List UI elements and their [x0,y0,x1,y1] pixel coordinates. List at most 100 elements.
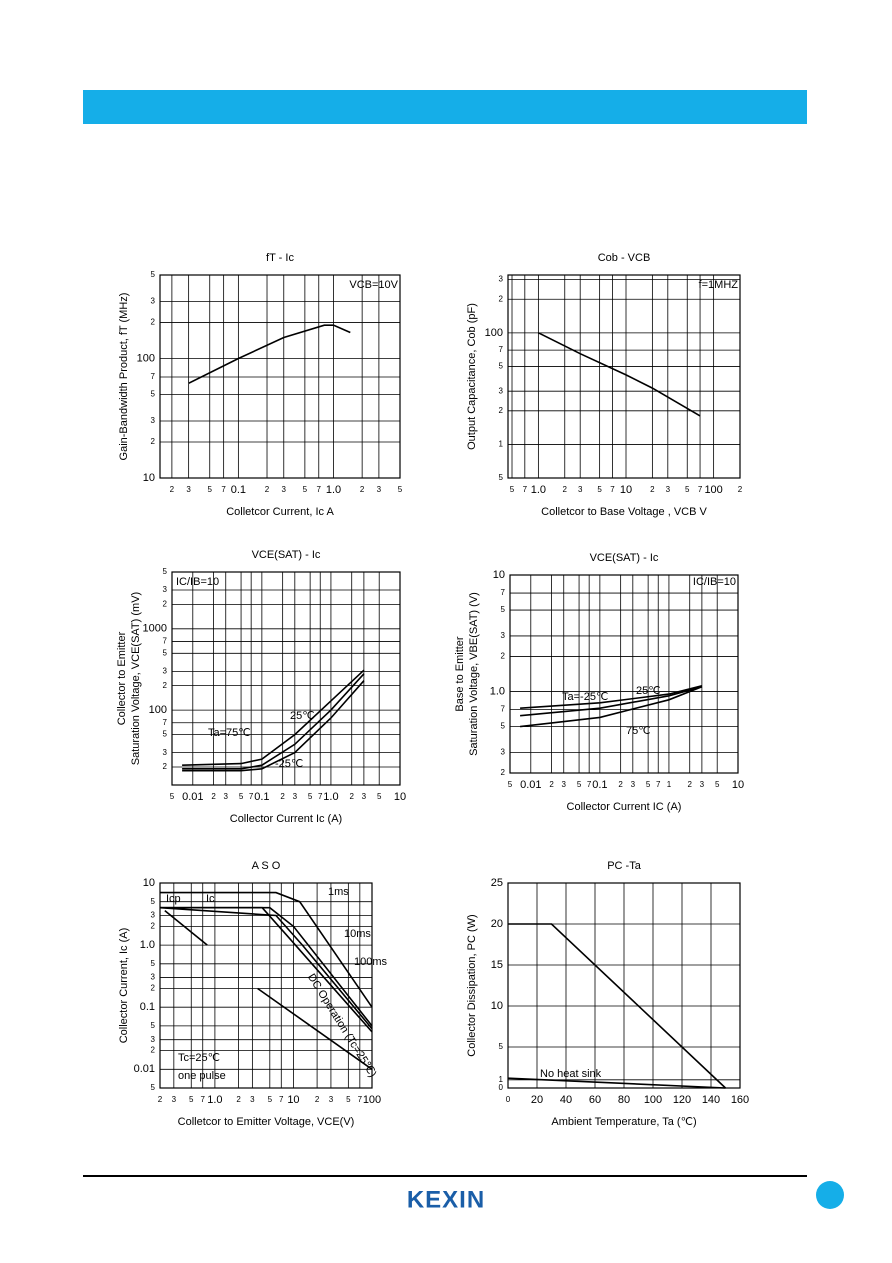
curve [188,324,351,385]
x-tick-label: 5 [377,792,382,801]
x-tick-label: 2 [315,1095,320,1104]
curve [160,906,373,1033]
y-tick-label: 2 [499,406,504,415]
x-tick-label: 3 [362,792,367,801]
x-axis-label: Colletcor to Emitter Voltage, VCE(V) [178,1116,355,1128]
x-tick-label: 7 [279,1095,284,1104]
plot-frame [509,574,739,774]
x-tick-label: 140 [702,1094,720,1106]
curve [160,906,373,1027]
x-tick-label: 5 [685,485,690,494]
y-tick-label: 2 [151,922,156,931]
y-axis-label: Saturation Voltage, VCE(SAT) (mV) [130,592,142,765]
y-tick-label: 0 [499,1083,504,1092]
y-tick-label: 2 [499,294,504,303]
y-tick-label: 1.0 [140,939,155,951]
x-tick-label: 5 [303,485,308,494]
x-tick-label: 2 [236,1095,241,1104]
y-tick-label: 3 [499,275,504,284]
plot-frame [171,571,401,786]
x-tick-label: 7 [249,792,254,801]
x-tick-label: 3 [186,485,191,494]
plot-frame [159,882,373,1089]
series-label: 1ms [328,886,349,898]
series-label: 100ms [354,956,388,968]
chart-title: PC -Ta [607,860,642,872]
curve [507,1077,726,1089]
x-tick-label: 7 [358,1095,363,1104]
x-tick-label: 5 [170,792,175,801]
x-tick-label: 7 [698,485,703,494]
chart-title: VCE(SAT) - Ic [590,552,659,564]
x-tick-label: 100 [363,1094,381,1106]
y-tick-label: 3 [151,297,156,306]
x-tick-label: 60 [589,1094,601,1106]
annotation: VCB=10V [349,279,398,291]
y-tick-label: 5 [151,270,156,279]
y-axis-label: Collector Dissipation, PC (W) [466,914,478,1056]
x-tick-label: 3 [250,1095,255,1104]
logo: KEXIN [407,1186,485,1213]
x-tick-label: 0.1 [254,791,269,803]
x-tick-label: 2 [618,780,623,789]
y-tick-label: 5 [151,1021,156,1030]
annotation: IC/IB=10 [176,576,219,588]
y-tick-label: 5 [501,605,506,614]
y-tick-label: 2 [151,1046,156,1055]
y-tick-label: 1000 [143,623,167,635]
y-tick-label: 3 [501,748,506,757]
y-tick-label: 10 [143,877,155,889]
page-badge [816,1181,844,1209]
x-tick-label: 5 [508,780,513,789]
chart-title: VCE(SAT) - Ic [252,549,321,561]
y-tick-label: 3 [501,631,506,640]
x-tick-label: 3 [700,780,705,789]
series-label: No heat sink [540,1068,602,1080]
annotation: Ic [206,893,215,905]
series-label: 25℃ [290,710,315,722]
y-tick-label: 7 [163,637,168,646]
x-axis-label: Collector Current Ic (A) [230,813,342,825]
annotation: f=1MHZ [699,279,739,291]
header-bar [83,90,807,124]
series-label: 75℃ [626,725,651,737]
annotation: one pulse [178,1070,226,1082]
x-tick-label: 20 [531,1094,543,1106]
y-tick-label: 5 [501,722,506,731]
x-axis-label: Colletcor Current, Ic A [226,506,334,518]
x-tick-label: 3 [666,485,671,494]
y-tick-label: 2 [163,599,168,608]
y-tick-label: 2 [163,762,168,771]
y-tick-label: 7 [151,372,156,381]
x-tick-label: 100 [644,1094,662,1106]
y-tick-label: 10 [493,569,505,581]
x-tick-label: 7 [221,485,226,494]
y-tick-label: 2 [501,652,506,661]
y-tick-label: 3 [151,416,156,425]
y-tick-label: 10 [143,472,155,484]
y-tick-label: 5 [151,959,156,968]
x-tick-label: 3 [377,485,382,494]
y-tick-label: 100 [137,352,155,364]
x-tick-label: 10 [620,484,632,496]
annotation: Tc=25℃ [178,1052,220,1064]
y-tick-label: 10 [491,1000,503,1012]
y-tick-label: 5 [499,473,504,482]
y-axis-label: Output Capacitance, Cob (pF) [466,303,478,450]
y-tick-label: 0.01 [134,1063,155,1075]
series-label: -25℃ [275,758,303,770]
y-tick-label: 3 [151,1035,156,1044]
x-tick-label: 5 [189,1095,194,1104]
x-tick-label: 2 [211,792,216,801]
x-tick-label: 5 [577,780,582,789]
plot-frame [507,274,741,479]
curve [164,909,373,1070]
x-tick-label: 3 [578,485,583,494]
x-tick-label: 120 [673,1094,691,1106]
x-tick-label: 2 [738,485,743,494]
x-tick-label: 5 [715,780,720,789]
x-tick-label: 0.1 [231,484,246,496]
annotation: IC/IB=10 [693,576,736,588]
x-tick-label: 0.01 [520,779,541,791]
